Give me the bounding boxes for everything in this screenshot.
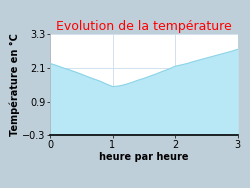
Y-axis label: Température en °C: Température en °C bbox=[9, 33, 20, 136]
Title: Evolution de la température: Evolution de la température bbox=[56, 20, 232, 33]
X-axis label: heure par heure: heure par heure bbox=[99, 152, 188, 162]
